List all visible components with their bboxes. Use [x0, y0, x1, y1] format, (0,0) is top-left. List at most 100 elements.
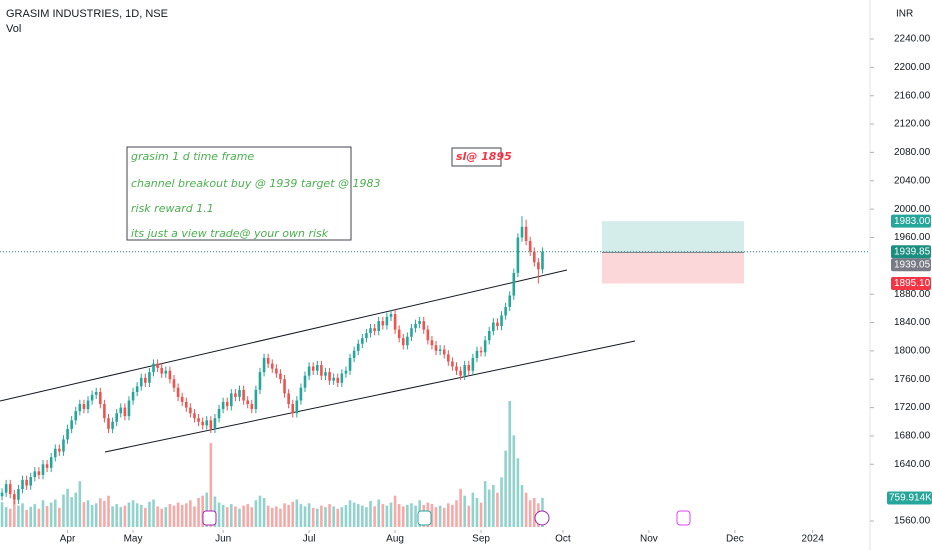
volume-bar [393, 495, 397, 527]
candle-body [291, 404, 295, 414]
volume-bar [524, 492, 528, 527]
note: its just a view trade@ your own risk [131, 227, 329, 240]
candle-body [541, 251, 544, 270]
candle-body [258, 372, 262, 390]
candle-body [4, 484, 8, 493]
x-tick-label: Nov [640, 534, 658, 545]
chart-title: GRASIM INDUSTRIES, 1D, NSE [6, 8, 168, 20]
x-tick-label: Jul [303, 534, 316, 545]
candle-body [127, 400, 131, 417]
price-badge-label: 1983.00 [894, 216, 931, 227]
volume-bar [103, 501, 106, 527]
volume-bar [13, 500, 16, 527]
candle-body [242, 389, 245, 401]
volume-bar [397, 504, 401, 527]
volume-bar [307, 503, 311, 527]
volume-bar [328, 504, 331, 527]
candle-body [320, 365, 323, 376]
volume-bar [520, 485, 524, 527]
candle-body [74, 411, 78, 421]
candle-body [209, 420, 213, 429]
volume-bar [86, 500, 90, 527]
volume-bar [148, 501, 151, 527]
volume-bar [90, 504, 94, 527]
candle-body [377, 321, 381, 332]
volume-bar [25, 509, 28, 527]
volume-bar [447, 503, 450, 527]
y-tick-label: 1680.00 [894, 431, 931, 442]
volume-bar [291, 501, 295, 527]
volume-bar [160, 508, 164, 527]
volume-bar [29, 506, 33, 527]
y-tick-label: 2000.00 [894, 204, 931, 215]
volume-bar [275, 506, 278, 527]
candle-body [99, 391, 102, 405]
volume-bar [209, 443, 213, 527]
candle-body [119, 407, 123, 414]
volume-bar [365, 507, 368, 527]
candle-body [455, 366, 458, 371]
candle-body [33, 471, 37, 478]
candle-body [70, 420, 73, 429]
note: risk reward 1.1 [131, 202, 214, 215]
candle-body [442, 349, 446, 355]
volume-bar [70, 497, 73, 527]
candle-body [295, 400, 299, 414]
volume-bar [270, 507, 274, 527]
volume-bar [184, 503, 188, 527]
candle-body [410, 328, 413, 337]
volume-bar [512, 435, 516, 527]
volume-bar [107, 495, 110, 527]
stop-note-box [451, 147, 502, 167]
candle-body [94, 391, 98, 395]
volume-bar [332, 506, 335, 527]
candle-body [41, 464, 45, 475]
price-badge-label: 1939.05 [894, 259, 931, 270]
candle-body [381, 321, 385, 326]
position-tool [0, 221, 870, 284]
candle-body [459, 370, 462, 376]
candle-body [324, 372, 327, 376]
candle-body [492, 322, 495, 332]
candle-body [356, 343, 360, 351]
candle-body [66, 428, 69, 440]
candle-body [532, 251, 536, 263]
volume-bar [487, 489, 491, 527]
candle-body [82, 404, 86, 410]
volume-bar [401, 506, 405, 527]
candle-body [467, 365, 471, 371]
volume-bar [389, 502, 393, 527]
candle-body [201, 421, 204, 426]
volume-bar [33, 504, 37, 527]
volume-bar [430, 504, 434, 527]
candle-body [287, 393, 290, 405]
volume-bar [123, 505, 127, 527]
candle-body [225, 401, 229, 407]
volume-bar [221, 504, 225, 527]
candle-body [311, 366, 315, 371]
volume-bar [115, 504, 118, 527]
y-tick-label: 2160.00 [894, 90, 931, 101]
candle-body [172, 379, 176, 388]
volume-bar [139, 504, 143, 527]
candle-body [131, 391, 135, 401]
candle-body [189, 407, 192, 414]
candle-body [234, 393, 237, 397]
y-tick-label: 1880.00 [894, 289, 931, 300]
candle-body [426, 329, 430, 341]
volume-bar [266, 505, 270, 527]
volume-bar [127, 502, 131, 527]
volume-bar [410, 503, 413, 527]
volume-bar [283, 503, 286, 527]
volume-bar [193, 506, 196, 527]
channel-upper [0, 269, 568, 402]
volume-bar [189, 500, 192, 527]
volume-bar [344, 504, 348, 527]
earnings-icon [417, 510, 432, 526]
volume-bar [438, 505, 442, 527]
volume-bar [369, 501, 372, 527]
candle-body [135, 386, 139, 392]
y-tick-label: 2080.00 [894, 147, 931, 158]
volume-bar [94, 503, 98, 527]
candle-body [332, 377, 335, 381]
